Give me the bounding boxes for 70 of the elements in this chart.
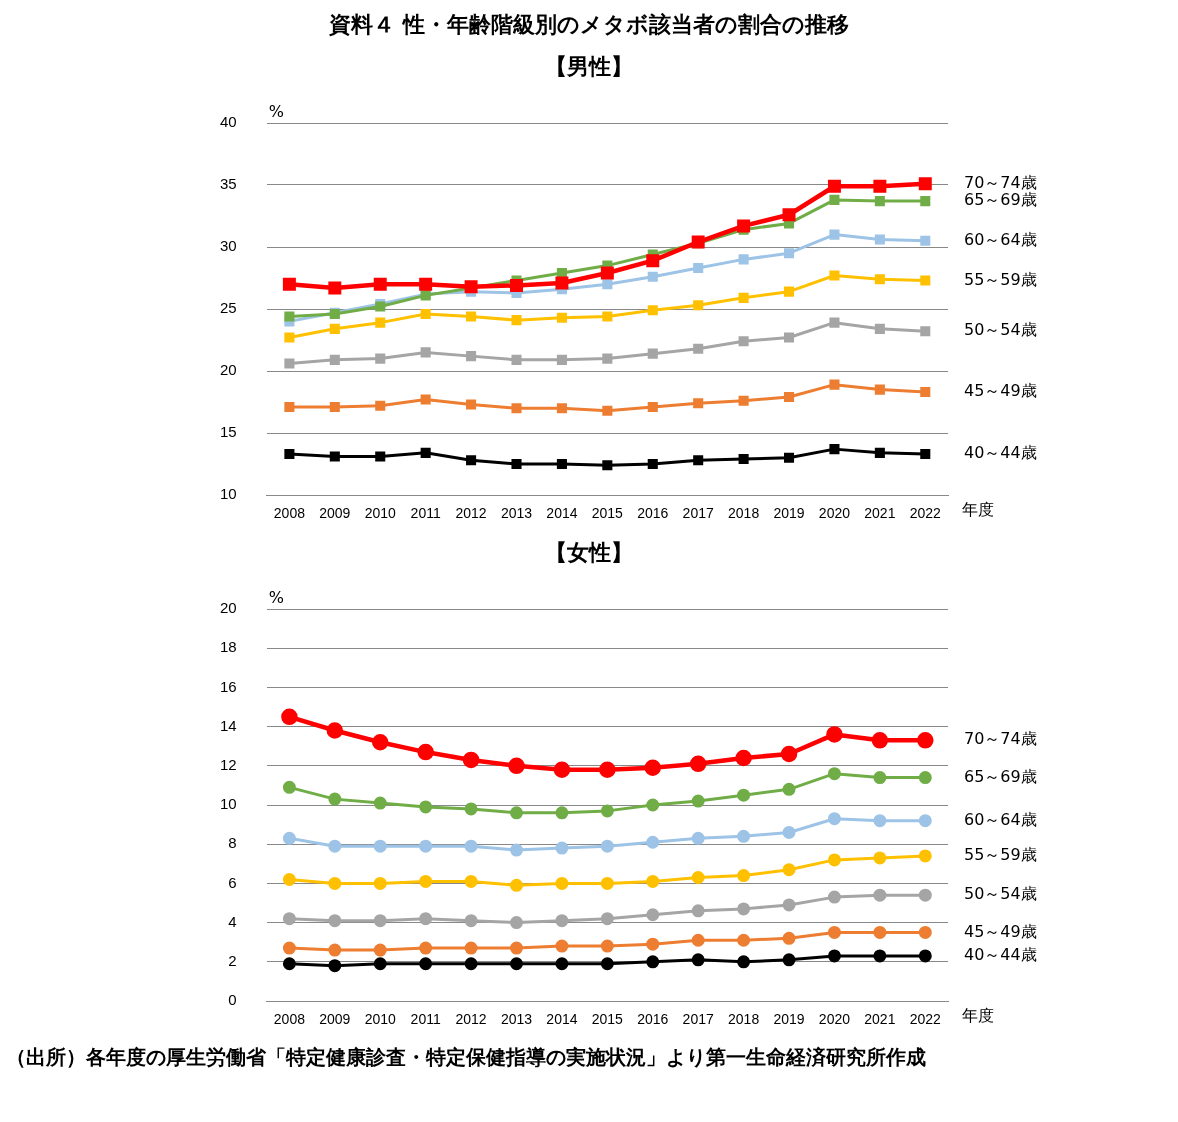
x-tick-label: 2020 bbox=[818, 505, 851, 522]
y-tick-label: 10 bbox=[220, 485, 237, 503]
chart-title: 【女性】 bbox=[544, 539, 634, 567]
y-tick-label: 6 bbox=[228, 873, 237, 891]
y-tick-label: 4 bbox=[228, 912, 237, 930]
x-tick-label: 2015 bbox=[591, 505, 624, 522]
x-tick-label: 2019 bbox=[773, 1011, 805, 1028]
x-tick-label: 2020 bbox=[818, 1011, 851, 1028]
text: 40～44歳 bbox=[964, 443, 1037, 463]
x-tick-label: 2010 bbox=[364, 505, 397, 522]
x-tick-label: 2018 bbox=[728, 505, 760, 522]
x-tick-label: 2018 bbox=[728, 1011, 760, 1028]
y-tick-label: 14 bbox=[220, 716, 237, 734]
x-tick-label: 2016 bbox=[637, 505, 669, 522]
text: 70～74歳 bbox=[964, 729, 1037, 749]
text: 70～74歳 bbox=[964, 172, 1037, 192]
y-tick-label: 18 bbox=[220, 638, 237, 656]
text: 45～49歳 bbox=[964, 921, 1037, 941]
y-tick-label: 20 bbox=[220, 599, 237, 617]
y-tick-label: 35 bbox=[220, 175, 237, 193]
x-tick-label: 2014 bbox=[546, 505, 578, 522]
y-tick-label: 15 bbox=[220, 423, 237, 441]
x-tick-label: 2010 bbox=[364, 1011, 397, 1028]
y-tick-label: 0 bbox=[228, 991, 237, 1009]
x-tick-label: 2009 bbox=[319, 505, 351, 522]
y-tick-label: 12 bbox=[220, 755, 237, 773]
x-tick-label: 2008 bbox=[273, 1011, 306, 1028]
text: 65～69歳 bbox=[964, 190, 1037, 210]
x-tick-label: 2014 bbox=[546, 1011, 578, 1028]
y-tick-label: 2 bbox=[228, 951, 237, 969]
y-tick-label: 8 bbox=[228, 834, 237, 852]
x-tick-label: 2013 bbox=[500, 1011, 533, 1028]
x-tick-label: 2011 bbox=[410, 505, 441, 522]
x-tick-label: 2012 bbox=[455, 1011, 487, 1028]
y-tick-label: 25 bbox=[220, 299, 237, 317]
text: 60～64歳 bbox=[964, 229, 1037, 249]
x-tick-label: 2022 bbox=[909, 1011, 942, 1028]
y-tick-label: 20 bbox=[220, 361, 237, 379]
x-tick-label: 2019 bbox=[773, 505, 805, 522]
y-axis-title: % bbox=[268, 102, 284, 122]
text: 50～54歳 bbox=[964, 884, 1037, 904]
text: 55～59歳 bbox=[964, 845, 1037, 865]
x-tick-label: 2017 bbox=[682, 1011, 714, 1028]
y-tick-label: 10 bbox=[220, 795, 237, 813]
y-tick-label: 40 bbox=[220, 113, 237, 131]
text: 40～44歳 bbox=[964, 945, 1037, 965]
text: 50～54歳 bbox=[964, 320, 1037, 340]
chart-title: 資料４ 性・年齢階級別のメタボ該当者の割合の推移 bbox=[328, 11, 850, 39]
text: （出所）各年度の厚生労働省「特定健康診査・特定保健指導の実施状況」より第一生命経済研究所作成 bbox=[6, 1044, 927, 1071]
x-tick-label: 2016 bbox=[637, 1011, 669, 1028]
x-tick-label: 2017 bbox=[682, 505, 714, 522]
y-tick-label: 16 bbox=[220, 677, 237, 695]
x-axis-title: 年度 bbox=[962, 500, 994, 520]
x-tick-label: 2009 bbox=[319, 1011, 351, 1028]
text: 45～49歳 bbox=[964, 381, 1037, 401]
x-tick-label: 2021 bbox=[864, 1011, 896, 1028]
text: 65～69歳 bbox=[964, 766, 1037, 786]
x-axis-title: 年度 bbox=[962, 1006, 994, 1026]
x-tick-label: 2012 bbox=[455, 505, 487, 522]
y-tick-label: 30 bbox=[220, 237, 237, 255]
x-tick-label: 2008 bbox=[273, 505, 306, 522]
chart-subtitle: 【男性】 bbox=[544, 53, 634, 81]
y-axis-title: % bbox=[268, 588, 284, 608]
text: 60～64歳 bbox=[964, 809, 1037, 829]
x-tick-label: 2021 bbox=[864, 505, 896, 522]
x-tick-label: 2011 bbox=[410, 1011, 441, 1028]
x-tick-label: 2013 bbox=[500, 505, 533, 522]
x-tick-label: 2015 bbox=[591, 1011, 624, 1028]
x-tick-label: 2022 bbox=[909, 505, 942, 522]
text: 55～59歳 bbox=[964, 269, 1037, 289]
